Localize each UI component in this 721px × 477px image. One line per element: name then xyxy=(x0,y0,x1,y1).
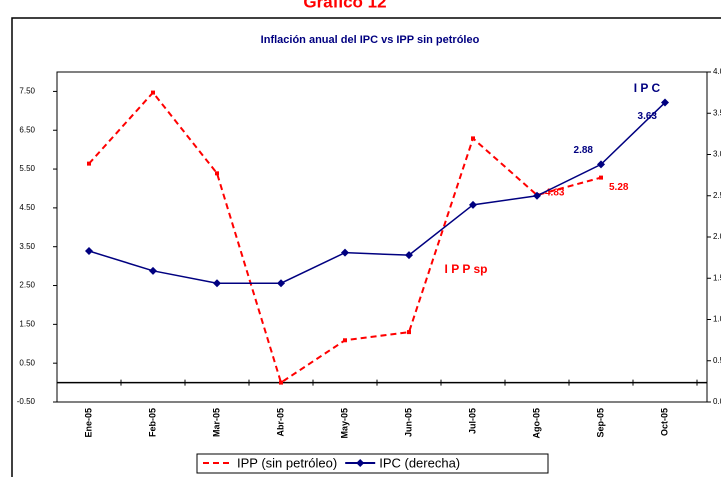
y2-tick-label: 3.00 xyxy=(713,150,721,159)
legend-label: IPP (sin petróleo) xyxy=(237,455,337,470)
marker xyxy=(87,161,91,166)
marker xyxy=(599,175,603,180)
y2-tick-label: 0.00 xyxy=(713,397,721,406)
y2-tick-label: 0.50 xyxy=(713,356,721,365)
annotation: I P P sp xyxy=(445,262,488,276)
marker xyxy=(661,98,669,107)
marker xyxy=(407,330,411,335)
y-tick-label: 2.50 xyxy=(19,281,35,290)
x-tick-label: Feb-05 xyxy=(147,408,157,437)
y2-tick-label: 4.00 xyxy=(713,67,721,76)
x-tick-label: Ene-05 xyxy=(83,408,93,438)
y2-tick-label: 2.00 xyxy=(713,232,721,241)
chart-title: Inflación anual del IPC vs IPP sin petró… xyxy=(261,34,480,46)
y2-tick-label: 3.50 xyxy=(713,108,721,117)
marker xyxy=(405,251,413,260)
marker xyxy=(533,191,541,200)
marker xyxy=(151,90,155,95)
legend-label: IPC (derecha) xyxy=(379,455,460,470)
marker xyxy=(85,247,93,256)
marker xyxy=(343,338,347,343)
marker xyxy=(149,266,157,275)
marker xyxy=(469,200,477,209)
marker xyxy=(279,380,283,385)
x-tick-label: Abr-05 xyxy=(275,408,285,437)
data-label: 4.83 xyxy=(545,188,565,199)
y-tick-label: 5.50 xyxy=(19,164,35,173)
x-tick-label: Oct-05 xyxy=(659,408,669,436)
annotation: I P C xyxy=(634,81,661,95)
y-tick-label: -0.50 xyxy=(17,397,36,406)
x-tick-label: Jun-05 xyxy=(403,408,413,437)
x-tick-label: Jul-05 xyxy=(467,408,477,434)
y-tick-label: 4.50 xyxy=(19,203,35,212)
marker xyxy=(471,136,475,141)
y-tick-label: 7.50 xyxy=(19,87,35,96)
data-label: 5.28 xyxy=(609,182,629,193)
marker xyxy=(341,248,349,257)
series-line xyxy=(88,101,666,284)
marker xyxy=(597,160,605,169)
y2-tick-label: 1.50 xyxy=(713,273,721,282)
y2-tick-label: 2.50 xyxy=(713,191,721,200)
x-tick-label: May-05 xyxy=(339,408,349,439)
y-tick-label: 1.50 xyxy=(19,319,35,328)
data-label: 3.63 xyxy=(638,111,658,122)
x-tick-label: Ago-05 xyxy=(531,408,541,439)
y2-tick-label: 1.00 xyxy=(713,315,721,324)
y-tick-label: 3.50 xyxy=(19,242,35,251)
y-tick-label: 6.50 xyxy=(19,125,35,134)
legend-marker xyxy=(356,459,365,467)
y-tick-label: 0.50 xyxy=(19,358,35,367)
marker xyxy=(213,279,221,288)
chart-frame xyxy=(11,17,721,477)
marker xyxy=(215,171,219,176)
x-tick-label: Sep-05 xyxy=(595,408,605,438)
x-tick-label: Mar-05 xyxy=(211,408,221,437)
marker xyxy=(277,279,285,288)
data-label: 2.88 xyxy=(574,145,594,156)
figure-title: Gráfico 12 xyxy=(303,0,386,11)
